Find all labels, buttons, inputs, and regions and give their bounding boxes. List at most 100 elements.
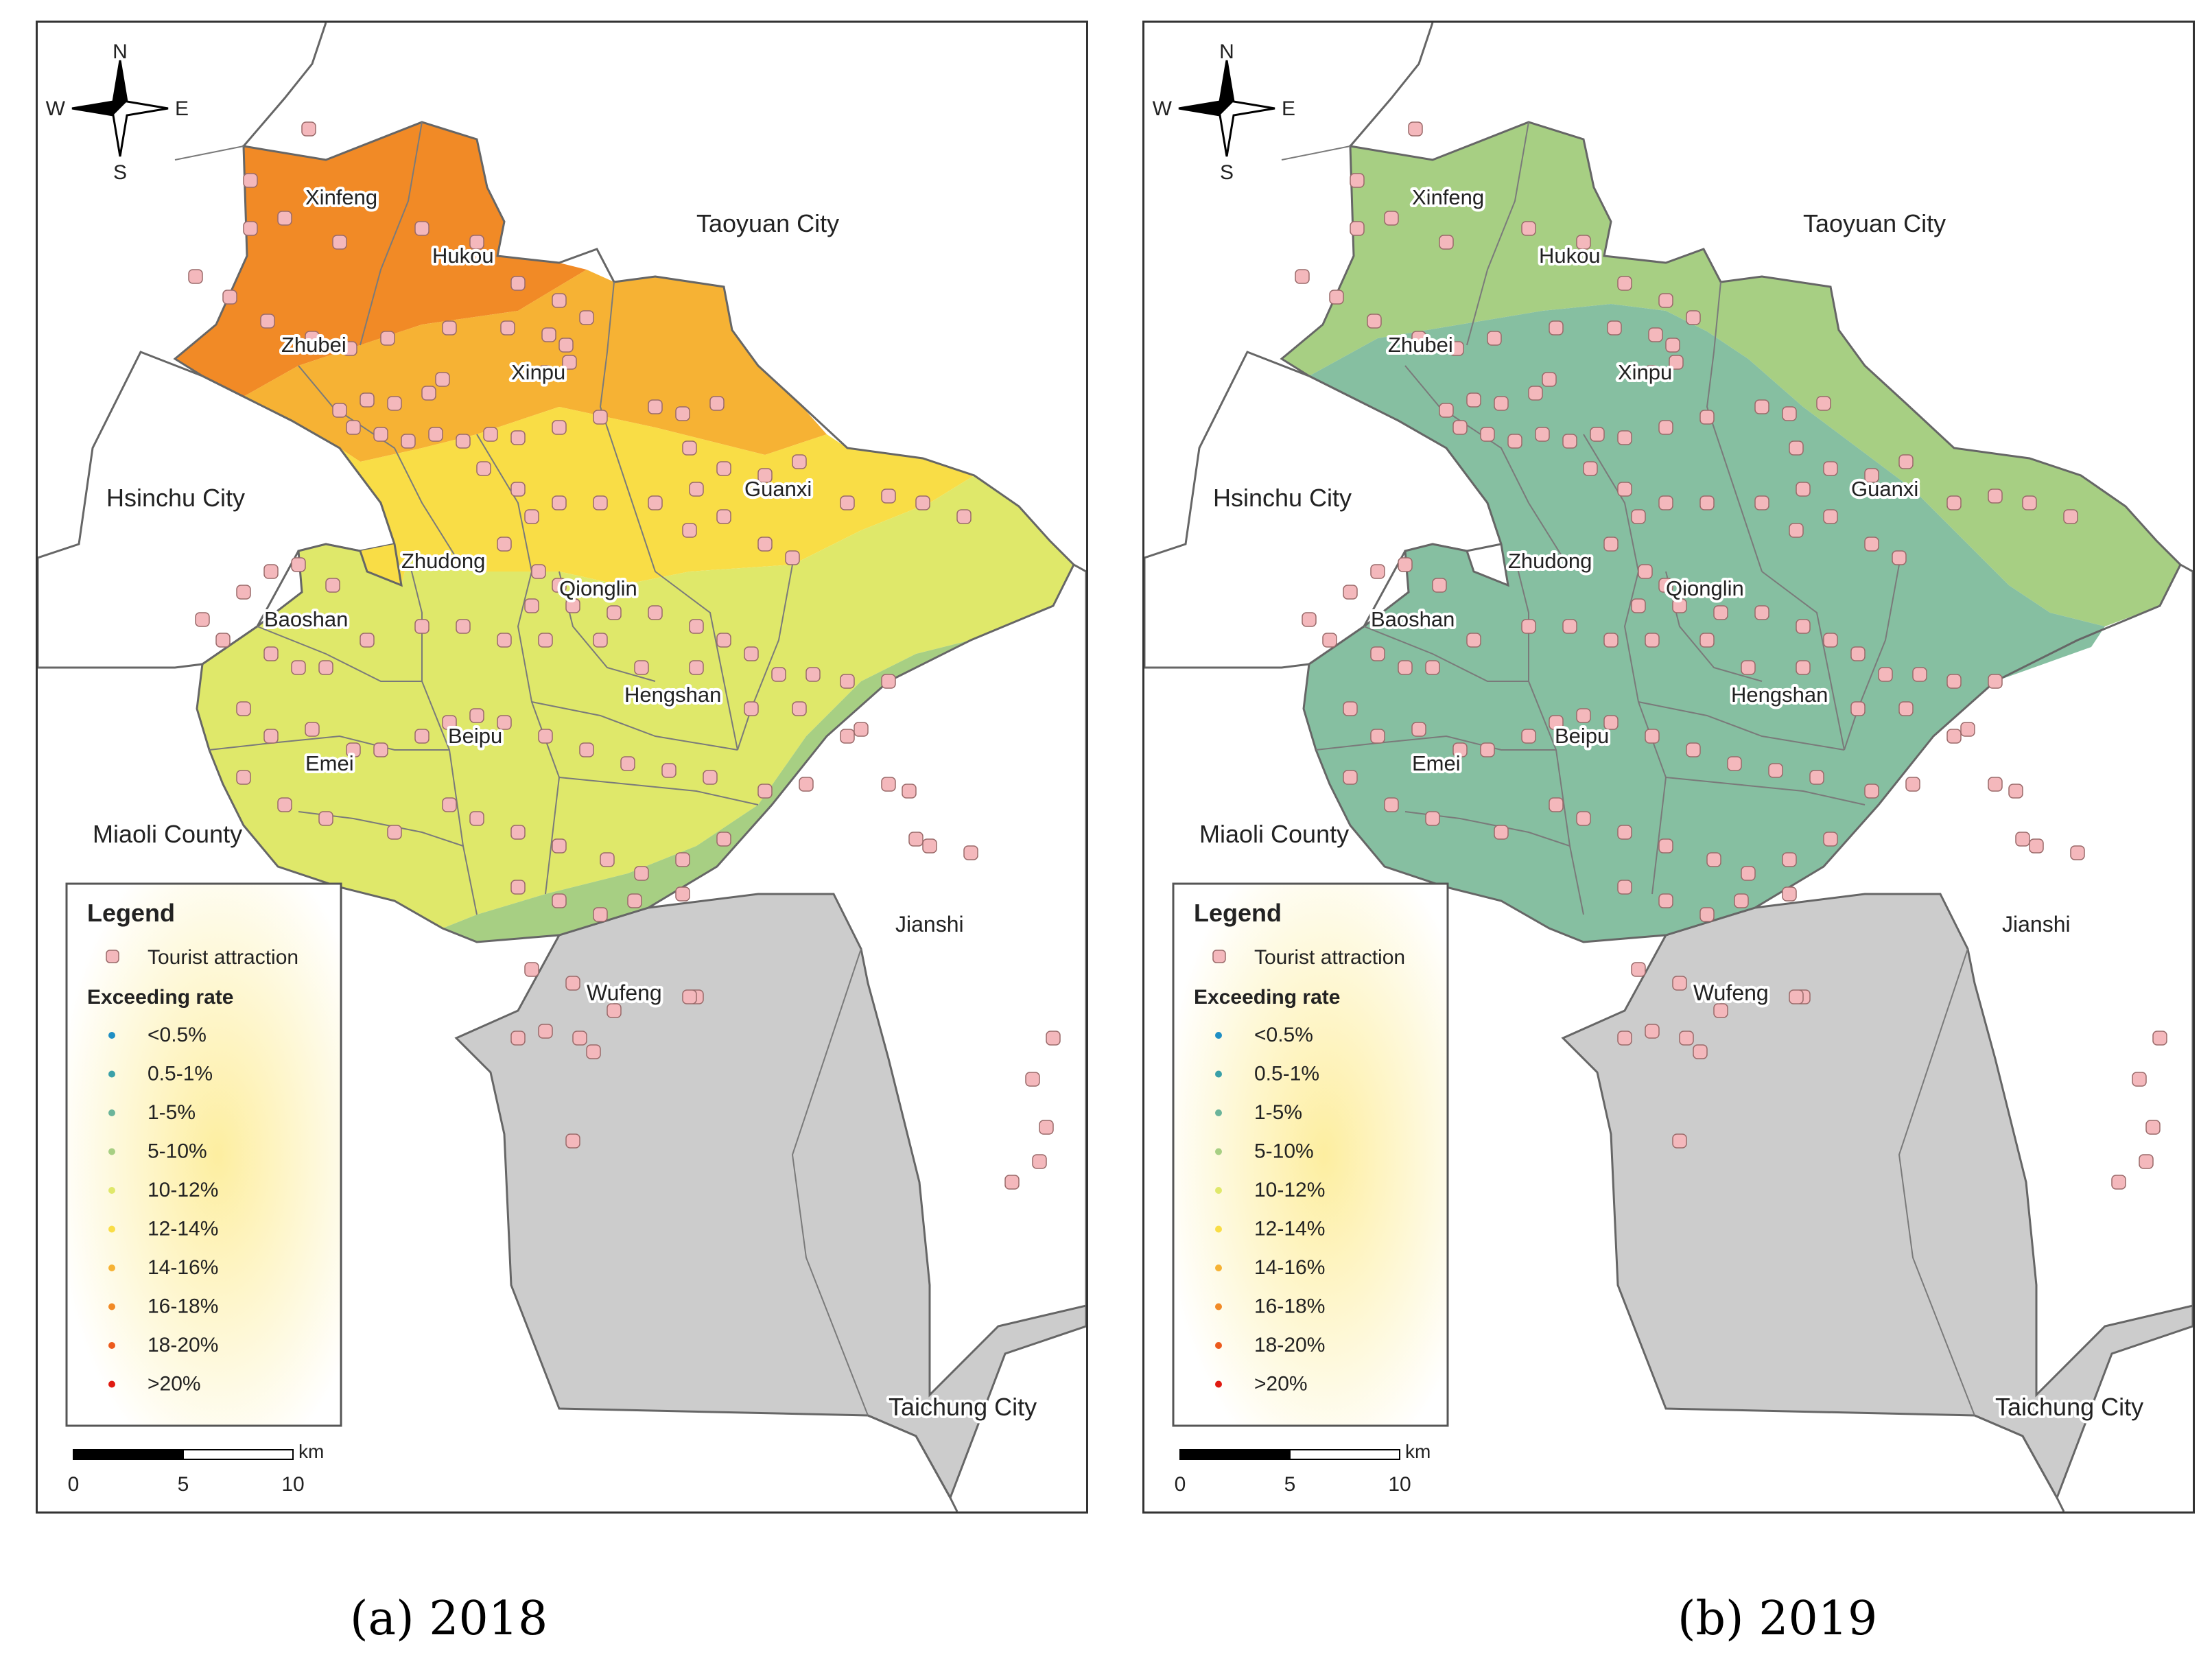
legend-swatch-14-16%: [108, 1264, 115, 1271]
tourist-attraction-marker: [1452, 742, 1468, 757]
tourist-attraction-marker: [243, 173, 258, 188]
compass-west-label: W: [1153, 97, 1173, 120]
tourist-attraction-marker: [1988, 777, 2003, 792]
tourist-attraction-marker: [1466, 633, 1481, 648]
tourist-attraction-marker: [1549, 797, 1564, 812]
legend-class-label-0: <0.5%: [148, 1024, 207, 1046]
tourist-attraction-marker: [1796, 619, 1811, 634]
scale-bar-light-segment: [183, 1449, 294, 1460]
tourist-attraction-marker: [1603, 715, 1619, 730]
tourist-attraction-marker: [2070, 845, 2085, 860]
tourist-attraction-marker: [1370, 564, 1385, 579]
tourist-attraction-marker: [1645, 729, 1660, 744]
tourist-attraction-marker: [524, 962, 539, 977]
tourist-attraction-marker: [1809, 770, 1824, 785]
tourist-attraction-marker: [1645, 1024, 1660, 1039]
region-label-taoyuan: Taoyuan City: [1803, 209, 1946, 237]
tourist-attraction-marker: [1823, 832, 1838, 847]
tourist-attraction-marker: [2008, 784, 2023, 799]
township-boundary-line: [1665, 777, 1866, 805]
tourist-attraction-marker: [1768, 763, 1783, 778]
region-label-wufeng: Wufeng: [587, 980, 662, 1005]
tourist-attraction-marker: [360, 392, 375, 408]
tourist-attraction-marker: [593, 410, 608, 425]
tourist-attraction-marker: [1823, 509, 1838, 524]
township-boundary-line: [1898, 948, 1975, 1416]
tourist-attraction-marker: [648, 399, 663, 414]
tourist-attraction-marker: [627, 893, 642, 908]
township-boundary-line: [257, 626, 422, 682]
legend-swatch-14-16%: [1215, 1264, 1222, 1271]
township-label-xinpu: Xinpu: [1618, 360, 1672, 384]
tourist-attraction-marker: [572, 1031, 587, 1046]
tourist-attraction-marker: [1631, 509, 1646, 524]
township-label-guanxi: Guanxi: [1851, 477, 1918, 501]
township-label-hukou: Hukou: [432, 244, 494, 268]
tourist-attraction-marker: [1946, 729, 1962, 744]
tourist-attraction-marker: [1898, 454, 1914, 469]
township-boundary-line: [558, 777, 759, 805]
township-label-zhudong: Zhudong: [1508, 549, 1592, 573]
region-label-wufeng: Wufeng: [1693, 980, 1769, 1005]
tourist-attraction-marker: [1449, 341, 1464, 356]
tourist-attraction-marker: [771, 667, 786, 682]
township-label-qionglin: Qionglin: [559, 576, 637, 600]
tourist-attraction-marker: [1322, 633, 1337, 648]
compass-south-label: S: [113, 161, 127, 184]
tourist-attraction-marker: [373, 427, 388, 442]
township-label-hengshan-halo: Hengshan: [624, 683, 721, 707]
legend-attraction-marker: [106, 950, 119, 963]
township-label-emei-halo: Emei: [305, 751, 354, 775]
tourist-attraction-marker: [1439, 235, 1454, 250]
township-label-beipu: Beipu: [1555, 724, 1609, 748]
taichung-boundary-line: [867, 1414, 958, 1511]
tourist-attraction-marker: [510, 276, 526, 291]
region-label-miaoli: Miaoli County: [93, 820, 242, 848]
tourist-attraction-marker: [1350, 173, 1365, 188]
tourist-attraction-marker: [1658, 893, 1673, 908]
tourist-attraction-marker: [1988, 674, 2003, 689]
tourist-attraction-marker: [682, 989, 697, 1004]
tourist-attraction-marker: [1823, 633, 1838, 648]
tourist-attraction-marker: [1645, 365, 1660, 380]
tourist-attraction-marker: [373, 742, 388, 757]
township-label-xinpu-halo: Xinpu: [511, 360, 565, 384]
township-boundary-line: [1844, 564, 1900, 751]
tourist-attraction-marker: [1672, 598, 1687, 613]
legend-swatch-0.5-1%: [108, 1070, 115, 1078]
tourist-attraction-marker: [1411, 331, 1426, 346]
tourist-attraction-marker: [1669, 355, 1684, 370]
legend-class-label-3: 5-10%: [148, 1140, 207, 1163]
tourist-attraction-marker: [318, 811, 333, 826]
legend-class-label-7: 16-18%: [1254, 1295, 1325, 1318]
panel-caption-2018: (a) 2018: [350, 1592, 548, 1646]
tourist-attraction-marker: [744, 646, 759, 661]
legend-class-label-4: 10-12%: [148, 1179, 218, 1201]
tourist-attraction-marker: [963, 845, 978, 860]
legend-title: Legend: [1194, 899, 1282, 927]
legend-class-label-2: 1-5%: [148, 1101, 196, 1124]
township-label-zhubei: Zhubei: [281, 333, 346, 357]
legend-swatch-18-20%: [1215, 1342, 1222, 1349]
legend-class-label-2: 1-5%: [1254, 1101, 1302, 1124]
township-label-hengshan: Hengshan: [1731, 683, 1828, 707]
legend-attraction-label: Tourist attraction: [1254, 946, 1405, 969]
legend-swatch-<0.5%: [108, 1032, 115, 1039]
scale-tick-label-2: 10: [1388, 1473, 1411, 1496]
tourist-attraction-marker: [421, 386, 436, 401]
tourist-attraction-marker: [757, 537, 773, 552]
township-boundary-line: [209, 735, 449, 751]
tourist-attraction-marker: [785, 550, 800, 565]
tourist-attraction-marker: [915, 495, 930, 510]
tourist-attraction-marker: [1295, 269, 1310, 284]
township-label-baoshan-halo: Baoshan: [1371, 607, 1455, 631]
scale-bar: km 0 5 10: [1175, 1441, 1431, 1496]
tourist-attraction-marker: [1542, 372, 1557, 387]
tourist-attraction-marker: [1425, 811, 1440, 826]
tourist-attraction-marker: [1706, 852, 1721, 867]
tourist-attraction-marker: [1617, 276, 1632, 291]
legend-swatch->20%: [108, 1380, 115, 1388]
tourist-attraction-marker: [215, 633, 231, 648]
tourist-attraction-marker: [1025, 1072, 1040, 1087]
scale-bar-dark-segment: [1179, 1449, 1291, 1460]
